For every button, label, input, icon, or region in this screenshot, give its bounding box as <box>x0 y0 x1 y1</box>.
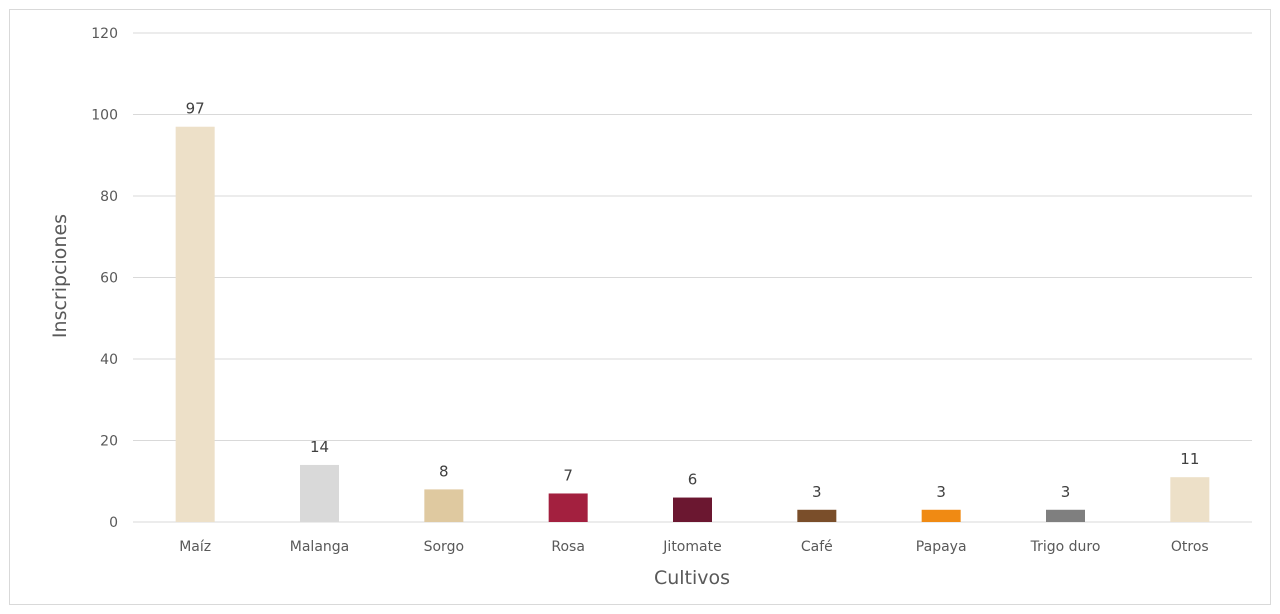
y-tick-label: 60 <box>100 271 118 287</box>
bar <box>424 489 464 522</box>
x-tick-label: Rosa <box>551 539 585 555</box>
y-axis-title: Inscripciones <box>49 214 71 338</box>
y-tick-label: 120 <box>91 26 118 42</box>
data-label: 11 <box>1180 450 1199 468</box>
data-label: 8 <box>439 462 449 480</box>
bar <box>300 464 339 522</box>
y-tick-label: 80 <box>100 189 118 205</box>
data-label: 3 <box>936 483 946 501</box>
gridlines <box>133 32 1252 523</box>
x-tick-label: Sorgo <box>424 539 464 555</box>
bars <box>175 126 1210 522</box>
bar <box>921 509 961 522</box>
bar <box>797 509 837 522</box>
x-tick-labels: Maíz Malanga Sorgo Rosa Jitomate Café Papaya Tr… <box>179 539 1209 555</box>
bar <box>673 497 712 522</box>
x-tick-label: Malanga <box>290 539 349 555</box>
bar <box>1170 477 1210 522</box>
x-tick-label: Maíz <box>179 539 211 555</box>
y-tick-label: 40 <box>100 352 118 368</box>
x-tick-label: Jitomate <box>662 539 721 555</box>
data-label: 3 <box>812 483 822 501</box>
y-tick-label: 100 <box>91 108 118 124</box>
chart-frame <box>9 9 1271 605</box>
y-tick-label: 20 <box>100 434 118 450</box>
data-label: 7 <box>563 466 573 484</box>
y-tick-label: 0 <box>109 515 118 531</box>
bar <box>548 493 588 522</box>
bar <box>1046 509 1085 522</box>
bar <box>175 126 215 522</box>
x-tick-label: Otros <box>1171 539 1209 555</box>
y-tick-labels: 0 20 40 60 80 100 120 <box>91 26 118 531</box>
x-tick-label: Trigo duro <box>1030 539 1101 555</box>
data-label: 14 <box>310 438 329 456</box>
x-tick-label: Papaya <box>916 539 967 555</box>
data-label: 3 <box>1061 483 1071 501</box>
x-axis-title: Cultivos <box>654 567 730 589</box>
x-tick-label: Café <box>801 539 833 555</box>
data-label: 6 <box>688 471 698 489</box>
data-labels: 97 14 8 7 6 3 3 3 11 <box>186 100 1200 501</box>
data-label: 97 <box>186 100 205 118</box>
